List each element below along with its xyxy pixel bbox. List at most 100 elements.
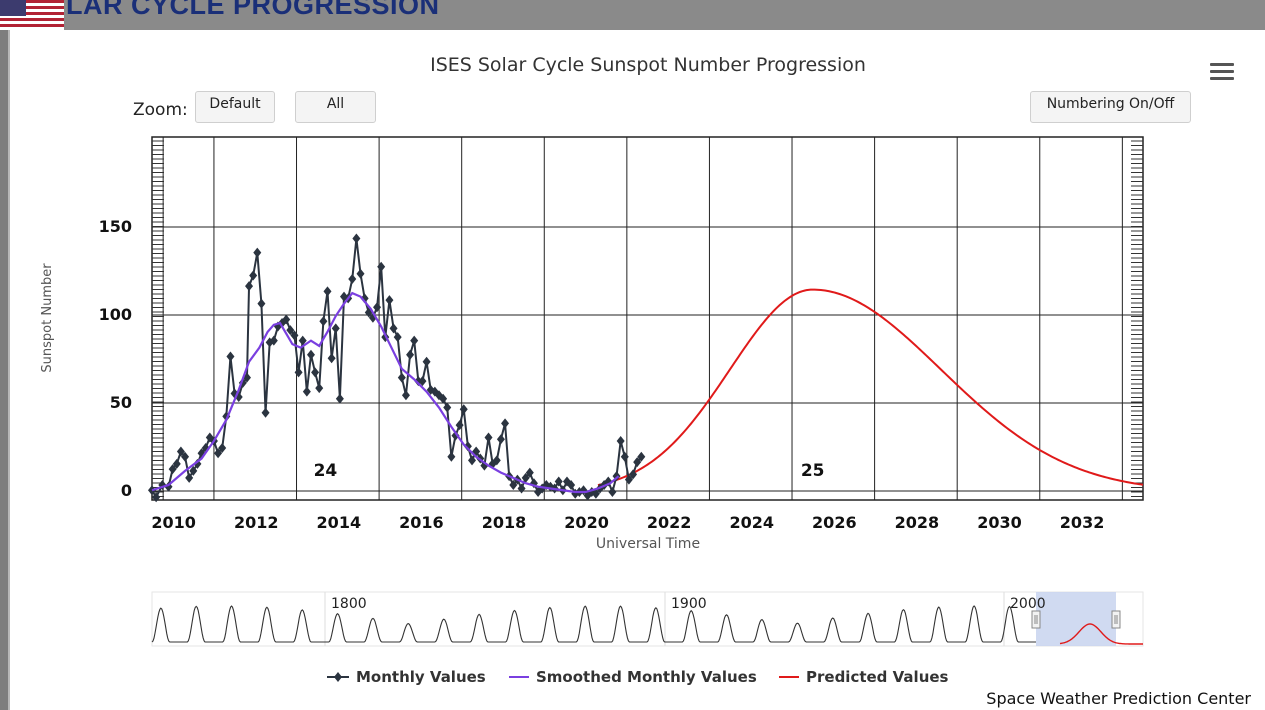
monthly-point (451, 430, 460, 441)
legend[interactable]: Monthly Values Smoothed Monthly Values Pre… (327, 668, 949, 686)
x-tick-label: 2026 (812, 513, 857, 532)
monthly-point (463, 441, 472, 452)
monthly-point (181, 451, 190, 462)
minor-ticks (152, 140, 1143, 497)
monthly-point (352, 233, 361, 244)
monthly-point (168, 464, 177, 475)
monthly-point (331, 323, 340, 334)
monthly-point (455, 420, 464, 431)
numbering-toggle-button[interactable]: Numbering On/Off (1030, 91, 1191, 123)
navigator-predicted-line (1059, 623, 1143, 645)
monthly-point (443, 402, 452, 413)
series-layer (148, 233, 1144, 503)
monthly-point (517, 483, 526, 494)
navigator-handle (1031, 610, 1041, 629)
monthly-point (389, 323, 398, 334)
monthly-point (624, 474, 633, 485)
monthly-point (397, 372, 406, 383)
navigator-label: 1900 (671, 596, 707, 612)
navigator-selection (1036, 592, 1116, 646)
monthly-point (637, 451, 646, 462)
y-tick-label: 0 (121, 481, 132, 500)
legend-item-label: Smoothed Monthly Values (536, 668, 757, 686)
us-flag-icon (0, 0, 64, 30)
y-axis-title: Sunspot Number (40, 263, 55, 373)
legend-item-label: Monthly Values (356, 668, 486, 686)
y-tick-label: 150 (99, 217, 132, 236)
zoom-all-button[interactable]: All (295, 91, 376, 123)
monthly-point (509, 479, 518, 490)
monthly-point (323, 286, 332, 297)
navigator-history-line (151, 605, 1036, 643)
monthly-point (311, 367, 320, 378)
x-axis-title: Universal Time (596, 536, 700, 552)
grid-lines (151, 136, 1144, 501)
monthly-point (214, 448, 223, 459)
monthly-point (172, 458, 181, 469)
monthly-point (501, 418, 510, 429)
monthly-point (620, 451, 629, 462)
x-tick-label: 2020 (564, 513, 609, 532)
cycle-label: 24 (314, 461, 338, 481)
monthly-point (629, 469, 638, 480)
x-tick-label: 2014 (317, 513, 362, 532)
y-tick-label: 50 (110, 393, 132, 412)
monthly-point (377, 261, 386, 272)
smoothed-values-line (151, 291, 620, 494)
x-tick-label: 2022 (647, 513, 692, 532)
monthly-point (406, 349, 415, 360)
monthly-point (306, 349, 315, 360)
chart-title: ISES Solar Cycle Sunspot Number Progress… (430, 54, 866, 76)
monthly-point (189, 465, 198, 476)
monthly-point (302, 386, 311, 397)
x-tick-label: 2016 (399, 513, 444, 532)
navigator[interactable]: 1800 1900 2000 (151, 591, 1144, 647)
monthly-point (360, 293, 369, 304)
monthly-point (525, 467, 534, 478)
monthly-point (591, 488, 600, 499)
hamburger-menu-icon[interactable] (1210, 63, 1234, 83)
navigator-frame (151, 591, 1144, 647)
monthly-point (459, 404, 468, 415)
navigator-label: 2000 (1010, 596, 1046, 612)
monthly-point (290, 330, 299, 341)
monthly-point (422, 356, 431, 367)
monthly-point (567, 479, 576, 490)
monthly-point (608, 487, 617, 497)
x-tick-label: 2030 (977, 513, 1022, 532)
top-banner: LAR CYCLE PROGRESSION (0, 0, 1265, 30)
x-tick-label: 2018 (482, 513, 527, 532)
monthly-point (315, 383, 324, 394)
monthly-point (185, 472, 194, 483)
x-tick-label: 2012 (234, 513, 279, 532)
predicted-values-line (597, 288, 1144, 487)
monthly-point (218, 443, 227, 453)
y-tick-label: 100 (99, 305, 132, 324)
monthly-point (410, 335, 419, 346)
page-title: LAR CYCLE PROGRESSION (66, 0, 440, 20)
credit-text: Space Weather Prediction Center (986, 689, 1251, 708)
plot-area (151, 136, 1144, 501)
monthly-point (484, 432, 493, 443)
zoom-default-button[interactable]: Default (195, 91, 275, 123)
monthly-point (496, 434, 505, 445)
monthly-point (418, 376, 427, 387)
legend-marker (334, 672, 342, 682)
monthly-point (152, 492, 161, 503)
monthly-point (385, 295, 394, 306)
monthly-point (298, 335, 307, 346)
monthly-point (521, 472, 530, 483)
monthly-point (468, 455, 477, 466)
navigator-label: 1800 (331, 596, 367, 612)
cycle-label: 25 (801, 461, 825, 481)
monthly-point (356, 268, 365, 279)
x-tick-label: 2024 (729, 513, 774, 532)
monthly-point (554, 476, 563, 487)
monthly-point (492, 455, 501, 466)
monthly-point (335, 393, 344, 404)
monthly-point (253, 247, 262, 258)
monthly-point (447, 451, 456, 462)
axis-labels: 2010 2012 2014 2016 2018 2020 2022 2024 2026 2028… (40, 217, 1104, 552)
legend-item-label: Predicted Values (806, 668, 949, 686)
